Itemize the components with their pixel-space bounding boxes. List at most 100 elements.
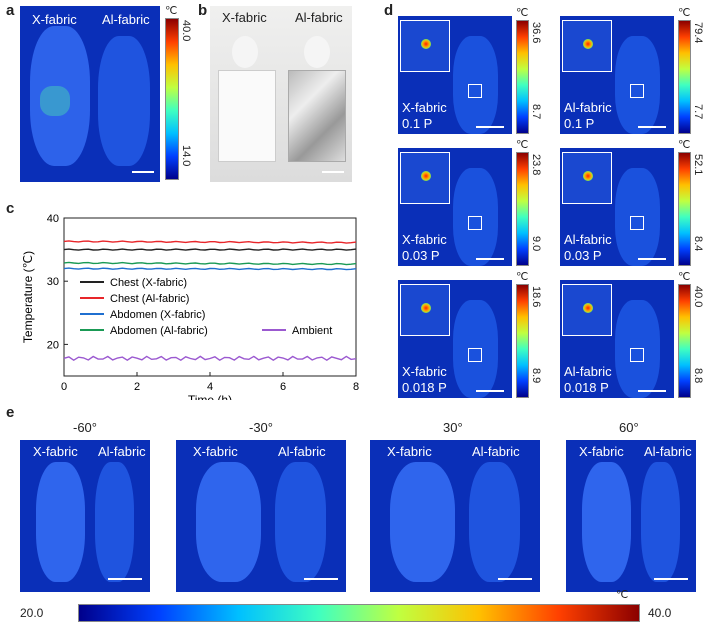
scale-bar (498, 578, 532, 580)
fabric-label: Al-fabric (564, 232, 612, 247)
zoom-inset (400, 284, 450, 336)
angle-label: 30° (443, 420, 463, 435)
panel-c-letter: c (6, 200, 15, 217)
hot-spot (583, 303, 593, 313)
zoom-box (630, 216, 644, 230)
panel-d-max: 79.4 (692, 22, 704, 44)
scale-bar (476, 126, 504, 128)
hot-spot (583, 171, 593, 181)
panel-b-scale-bar (322, 171, 344, 173)
label-xfabric: X-fabric (387, 444, 432, 459)
series-line (63, 261, 357, 266)
panel-d-min: 8.4 (692, 236, 704, 252)
scale-bar (304, 578, 338, 580)
legend-label: Chest (Al-fabric) (110, 293, 189, 305)
panel-e-thermal-image: X-fabric Al-fabric (20, 440, 150, 592)
hot-spot (583, 39, 593, 49)
panel-d-colorbar (516, 20, 529, 134)
panel-e-thermal-image: X-fabric Al-fabric (176, 440, 346, 592)
panel-d-unit: ℃ (678, 7, 691, 19)
body-region (453, 300, 498, 398)
panel-e-thermal-image: X-fabric Al-fabric (566, 440, 696, 592)
xfabric-body (196, 462, 261, 582)
y-axis-label: Temperature (℃) (21, 251, 35, 343)
xfabric-vest (218, 70, 276, 162)
panel-d-thermal-image: Al-fabric 0.03 P (560, 148, 674, 266)
xfabric-body (581, 462, 631, 582)
label-xfabric: X-fabric (193, 444, 238, 459)
panel-d-max: 18.6 (530, 286, 542, 308)
zoom-inset (562, 152, 612, 204)
panel-a-unit: ℃ (165, 5, 178, 17)
mannequin-head-left (232, 36, 258, 68)
panel-d-unit: ℃ (678, 139, 691, 151)
body-region (453, 36, 498, 134)
panel-d-max: 36.6 (530, 22, 542, 44)
scale-bar (476, 390, 504, 392)
panel-d-unit: ℃ (516, 139, 529, 151)
panel-d-thermal-image: X-fabric 0.1 P (398, 16, 512, 134)
panel-d-min: 8.8 (692, 368, 704, 384)
panel-d-unit: ℃ (678, 271, 691, 283)
series-line (63, 248, 357, 251)
zoom-inset (400, 152, 450, 204)
label-alfabric: Al-fabric (98, 444, 146, 459)
label-xfabric: X-fabric (579, 444, 624, 459)
panel-e-letter: e (6, 404, 15, 421)
panel-d-unit: ℃ (516, 7, 529, 19)
label-alfabric: Al-fabric (472, 444, 520, 459)
panel-d-colorbar (678, 152, 691, 266)
scale-bar (108, 578, 142, 580)
panel-b-label-xfabric: X-fabric (222, 10, 267, 25)
panel-d-colorbar (678, 20, 691, 134)
zoom-inset (562, 284, 612, 336)
body-region (615, 300, 660, 398)
panel-a-label-alfabric: Al-fabric (102, 12, 150, 27)
x-tick-label: 6 (280, 381, 286, 393)
panel-e-max: 40.0 (648, 606, 672, 620)
label-alfabric: Al-fabric (644, 444, 692, 459)
panel-b-label-alfabric: Al-fabric (295, 10, 343, 25)
panel-a-letter: a (6, 2, 15, 19)
xfabric-body (35, 462, 85, 582)
scale-bar (654, 578, 688, 580)
hot-spot (421, 39, 431, 49)
scale-bar (638, 126, 666, 128)
panel-d-letter: d (384, 2, 394, 19)
x-axis-label: Time (h) (188, 393, 232, 400)
y-tick-label: 20 (47, 339, 59, 351)
panel-d-thermal-image: Al-fabric 0.1 P (560, 16, 674, 134)
legend-label: Abdomen (X-fabric) (110, 309, 205, 321)
panel-b-letter: b (198, 2, 208, 19)
panel-a-colorbar (165, 18, 179, 180)
series-line (63, 267, 357, 271)
power-label: 0.03 P (564, 248, 602, 263)
panel-d-colorbar (678, 284, 691, 398)
panel-d-min: 8.9 (530, 368, 542, 384)
power-label: 0.1 P (564, 116, 595, 131)
panel-e-colorbar (78, 604, 640, 622)
scale-bar (638, 258, 666, 260)
legend-label: Ambient (292, 325, 332, 337)
panel-e-min: 20.0 (20, 606, 44, 620)
angle-label: 60° (619, 420, 639, 435)
alfabric-body (274, 462, 326, 582)
x-tick-label: 8 (353, 381, 359, 393)
power-label: 0.018 P (564, 380, 609, 395)
legend-label: Abdomen (Al-fabric) (110, 325, 208, 337)
panel-a-min: 14.0 (180, 145, 192, 167)
series-line (63, 240, 357, 244)
panel-a-thermal-image: X-fabric Al-fabric (20, 6, 160, 182)
panel-d-min: 7.7 (692, 104, 704, 120)
panel-d-colorbar (516, 152, 529, 266)
panel-a-label-xfabric: X-fabric (32, 12, 77, 27)
panel-d-thermal-image: X-fabric 0.018 P (398, 280, 512, 398)
alfabric-body (95, 462, 135, 582)
power-label: 0.1 P (402, 116, 433, 131)
power-label: 0.03 P (402, 248, 440, 263)
fabric-label: X-fabric (402, 232, 447, 247)
label-alfabric: Al-fabric (278, 444, 326, 459)
zoom-box (468, 84, 482, 98)
panel-d-max: 23.8 (530, 154, 542, 176)
